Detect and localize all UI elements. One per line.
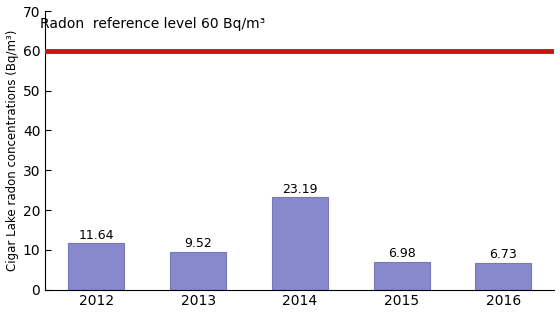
Text: 6.98: 6.98: [388, 247, 416, 260]
Bar: [475, 263, 531, 290]
Text: 9.52: 9.52: [184, 237, 212, 250]
Text: Radon  reference level 60 Bq/m³: Radon reference level 60 Bq/m³: [40, 17, 265, 31]
Bar: [170, 252, 226, 290]
Bar: [272, 197, 328, 290]
Y-axis label: Cigar Lake radon concentrations (Bq/m³): Cigar Lake radon concentrations (Bq/m³): [6, 30, 18, 271]
Text: 6.73: 6.73: [489, 248, 517, 261]
Text: 11.64: 11.64: [78, 229, 114, 242]
Text: 23.19: 23.19: [282, 183, 318, 196]
Bar: [68, 243, 124, 290]
Bar: [374, 262, 430, 290]
